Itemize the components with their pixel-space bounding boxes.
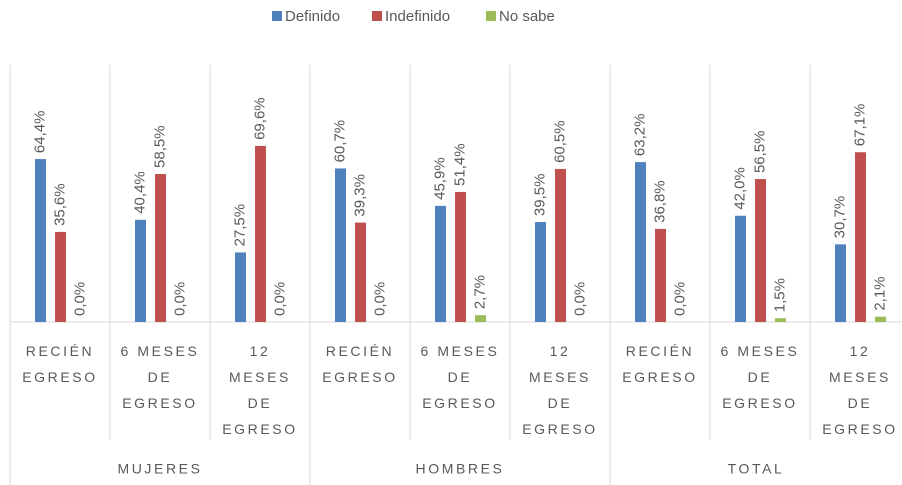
bar xyxy=(635,162,646,322)
bar xyxy=(35,159,46,322)
x-tick-label: 12 MESES DE EGRESO xyxy=(822,343,898,437)
data-label: 39,5% xyxy=(531,174,548,217)
data-label: 51,4% xyxy=(451,143,468,186)
data-label: 58,5% xyxy=(151,125,168,168)
legend-label: Indefinido xyxy=(385,8,450,25)
bar xyxy=(255,145,266,322)
bar xyxy=(335,168,346,322)
bar xyxy=(475,315,486,322)
data-label: 2,1% xyxy=(871,276,888,310)
x-tick-label: 6 MESES DE EGRESO xyxy=(721,343,800,411)
data-label: 40,4% xyxy=(131,171,148,214)
x-tick-label: 6 MESES DE EGRESO xyxy=(421,343,500,411)
bar xyxy=(775,318,786,322)
bar xyxy=(535,222,546,322)
bar xyxy=(135,219,146,322)
bar xyxy=(875,316,886,322)
bar xyxy=(155,173,166,322)
x-tick-label: 12 MESES DE EGRESO xyxy=(522,343,598,437)
data-label: 56,5% xyxy=(751,131,768,174)
data-label: 42,0% xyxy=(731,167,748,210)
x-tick-label: 12 MESES DE EGRESO xyxy=(222,343,298,437)
data-label: 2,7% xyxy=(471,275,488,309)
bar xyxy=(455,191,466,322)
group-label: MUJERES xyxy=(117,461,202,477)
data-label: 0,0% xyxy=(71,282,88,316)
data-label: 36,8% xyxy=(651,180,668,223)
data-label: 0,0% xyxy=(671,282,688,316)
bar xyxy=(55,231,66,322)
legend-swatch xyxy=(372,11,382,21)
data-label: 67,1% xyxy=(851,104,868,147)
data-label: 39,3% xyxy=(351,174,368,217)
data-label: 35,6% xyxy=(51,183,68,226)
bar xyxy=(555,168,566,322)
data-label: 60,7% xyxy=(331,120,348,163)
data-label: 64,4% xyxy=(31,111,48,154)
bar xyxy=(435,205,446,322)
data-label: 0,0% xyxy=(171,282,188,316)
bar xyxy=(855,152,866,322)
x-tick-label: 6 MESES DE EGRESO xyxy=(121,343,200,411)
bar xyxy=(735,215,746,322)
x-tick-label: RECIÉN EGRESO xyxy=(322,343,398,385)
x-tick-label: RECIÉN EGRESO xyxy=(622,343,698,385)
legend-swatch xyxy=(272,11,282,21)
legend-swatch xyxy=(486,11,496,21)
legend-label: Definido xyxy=(285,8,340,25)
bar xyxy=(235,252,246,322)
data-label: 0,0% xyxy=(371,282,388,316)
data-label: 60,5% xyxy=(551,120,568,163)
bar xyxy=(755,179,766,322)
data-label: 1,5% xyxy=(771,278,788,312)
x-tick-label: RECIÉN EGRESO xyxy=(22,343,98,385)
bar xyxy=(355,222,366,322)
data-label: 0,0% xyxy=(271,282,288,316)
group-label: HOMBRES xyxy=(416,461,505,477)
bar xyxy=(655,228,666,322)
bar xyxy=(835,244,846,322)
data-label: 0,0% xyxy=(571,282,588,316)
group-label: TOTAL xyxy=(728,461,785,477)
data-label: 45,9% xyxy=(431,157,448,200)
data-label: 63,2% xyxy=(631,114,648,157)
data-label: 69,6% xyxy=(251,97,268,140)
legend-label: No sabe xyxy=(499,8,555,25)
data-label: 27,5% xyxy=(231,204,248,247)
data-label: 30,7% xyxy=(831,196,848,239)
